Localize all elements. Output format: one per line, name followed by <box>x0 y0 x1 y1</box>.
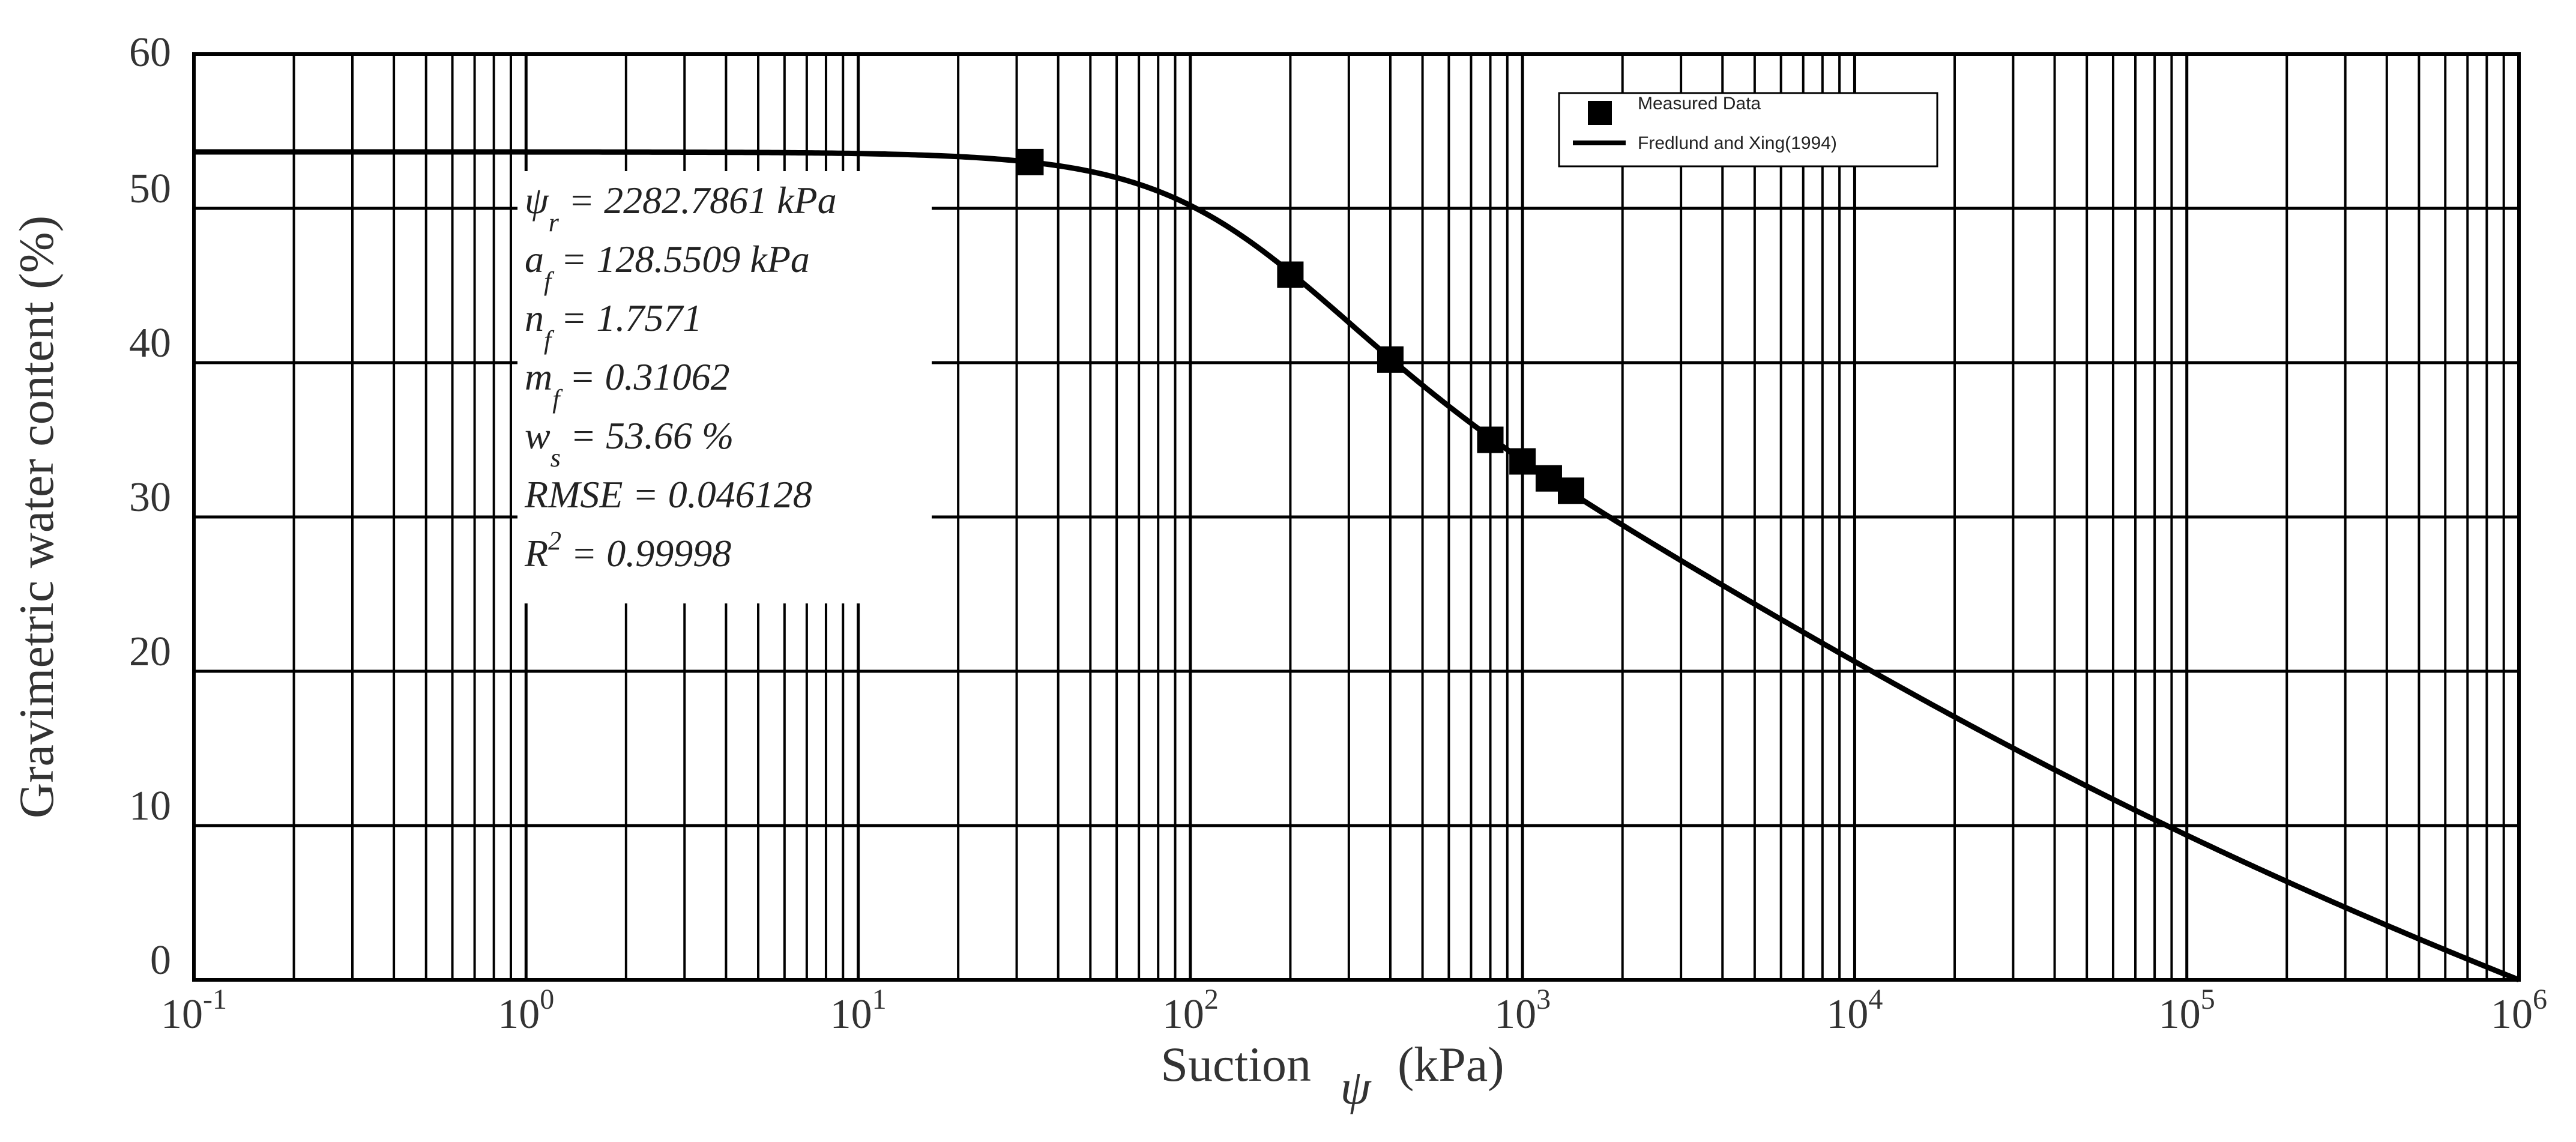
x-tick-label: 100 <box>498 983 554 1038</box>
legend-entry: Fredlund and Xing(1994) <box>1638 133 1837 153</box>
data-point <box>1477 426 1504 453</box>
measured-points <box>1017 148 1584 504</box>
x-tick-exponent: -1 <box>203 983 227 1015</box>
x-tick-exponent: 5 <box>2201 983 2215 1015</box>
x-tick-label: 106 <box>2491 983 2547 1038</box>
parameter-symbol: m <box>525 355 552 398</box>
x-tick-label: 104 <box>1826 983 1883 1038</box>
x-tick-base: 10 <box>1162 991 1204 1038</box>
parameter-value: = 1.7571 <box>551 297 702 339</box>
x-tick-base: 10 <box>1494 991 1536 1038</box>
parameter-symbol: n <box>525 297 544 339</box>
parameter-symbol: RMSE <box>524 473 623 516</box>
x-axis-label-text: Suction <box>1160 1037 1311 1092</box>
parameter-superscript: 2 <box>548 526 561 555</box>
x-tick-label: 105 <box>2159 983 2215 1038</box>
legend: Measured Data Fredlund and Xing(1994) <box>1558 92 1938 168</box>
parameter-value: = 53.66 % <box>561 414 734 457</box>
parameter-subscript: r <box>549 208 560 237</box>
parameter-value: = 0.99998 <box>561 532 731 575</box>
parameter-line: ψr = 2282.7861 kPa <box>525 179 837 237</box>
parameter-line: ws = 53.66 % <box>525 414 734 473</box>
parameter-value: = 128.5509 kPa <box>551 238 810 280</box>
y-axis-label: Gravimetric water content (%) <box>9 216 64 818</box>
model-parameters-box <box>517 171 932 603</box>
x-tick-exponent: 4 <box>1868 983 1883 1015</box>
x-tick-label: 10-1 <box>161 983 227 1038</box>
parameter-line: R2 = 0.99998 <box>524 526 731 575</box>
y-tick-label: 20 <box>129 629 171 675</box>
parameter-value: = 2282.7861 kPa <box>559 179 837 222</box>
x-tick-label: 101 <box>830 983 887 1038</box>
y-tick-label: 60 <box>129 29 171 76</box>
parameter-subscript: s <box>550 443 561 473</box>
y-tick-label: 0 <box>150 937 171 983</box>
x-tick-label: 103 <box>1494 983 1551 1038</box>
x-tick-base: 10 <box>830 991 872 1038</box>
x-axis-label-symbol: ψ <box>1341 1060 1372 1114</box>
data-point <box>1377 346 1404 373</box>
x-tick-exponent: 0 <box>540 983 554 1015</box>
parameter-value: = 0.046128 <box>623 473 812 516</box>
y-tick-label: 40 <box>129 320 171 366</box>
data-point <box>1557 477 1584 504</box>
x-tick-base: 10 <box>161 991 203 1038</box>
x-tick-exponent: 6 <box>2533 983 2547 1015</box>
plot-frame <box>192 52 2521 982</box>
parameter-symbol: R <box>524 532 548 575</box>
parameter-symbol: ψ <box>525 179 549 222</box>
parameter-line: nf = 1.7571 <box>525 297 702 355</box>
x-tick-exponent: 2 <box>1204 983 1219 1015</box>
y-tick-label: 10 <box>129 783 171 829</box>
x-tick-exponent: 3 <box>1536 983 1551 1015</box>
legend-box <box>1558 92 1938 168</box>
x-tick-base: 10 <box>2159 991 2201 1038</box>
x-tick-base: 10 <box>498 991 540 1038</box>
axis-labels: Gravimetric water content (%) Suction ψ … <box>9 216 1504 1114</box>
x-axis-label-unit: (kPa) <box>1398 1037 1504 1092</box>
y-tick-label: 30 <box>129 474 171 521</box>
parameter-line: RMSE = 0.046128 <box>524 473 812 516</box>
x-axis-label: Suction ψ (kPa) <box>1160 1037 1504 1114</box>
parameter-symbol: a <box>525 238 544 280</box>
x-tick-base: 10 <box>2491 991 2533 1038</box>
legend-marker-square <box>1588 101 1612 125</box>
y-tick-label: 50 <box>129 166 171 212</box>
data-point <box>1535 465 1562 492</box>
fit-curve <box>194 149 2520 983</box>
x-tick-exponent: 1 <box>872 983 887 1015</box>
parameter-value: = 0.31062 <box>560 355 729 398</box>
data-point <box>1017 148 1044 175</box>
x-tick-base: 10 <box>1826 991 1868 1038</box>
fit-curve-group <box>194 149 2520 983</box>
data-point <box>1509 448 1536 475</box>
data-point <box>1277 261 1304 288</box>
x-tick-label: 102 <box>1162 983 1219 1038</box>
parameter-symbol: w <box>525 414 550 457</box>
legend-entry: Measured Data <box>1638 94 1761 113</box>
